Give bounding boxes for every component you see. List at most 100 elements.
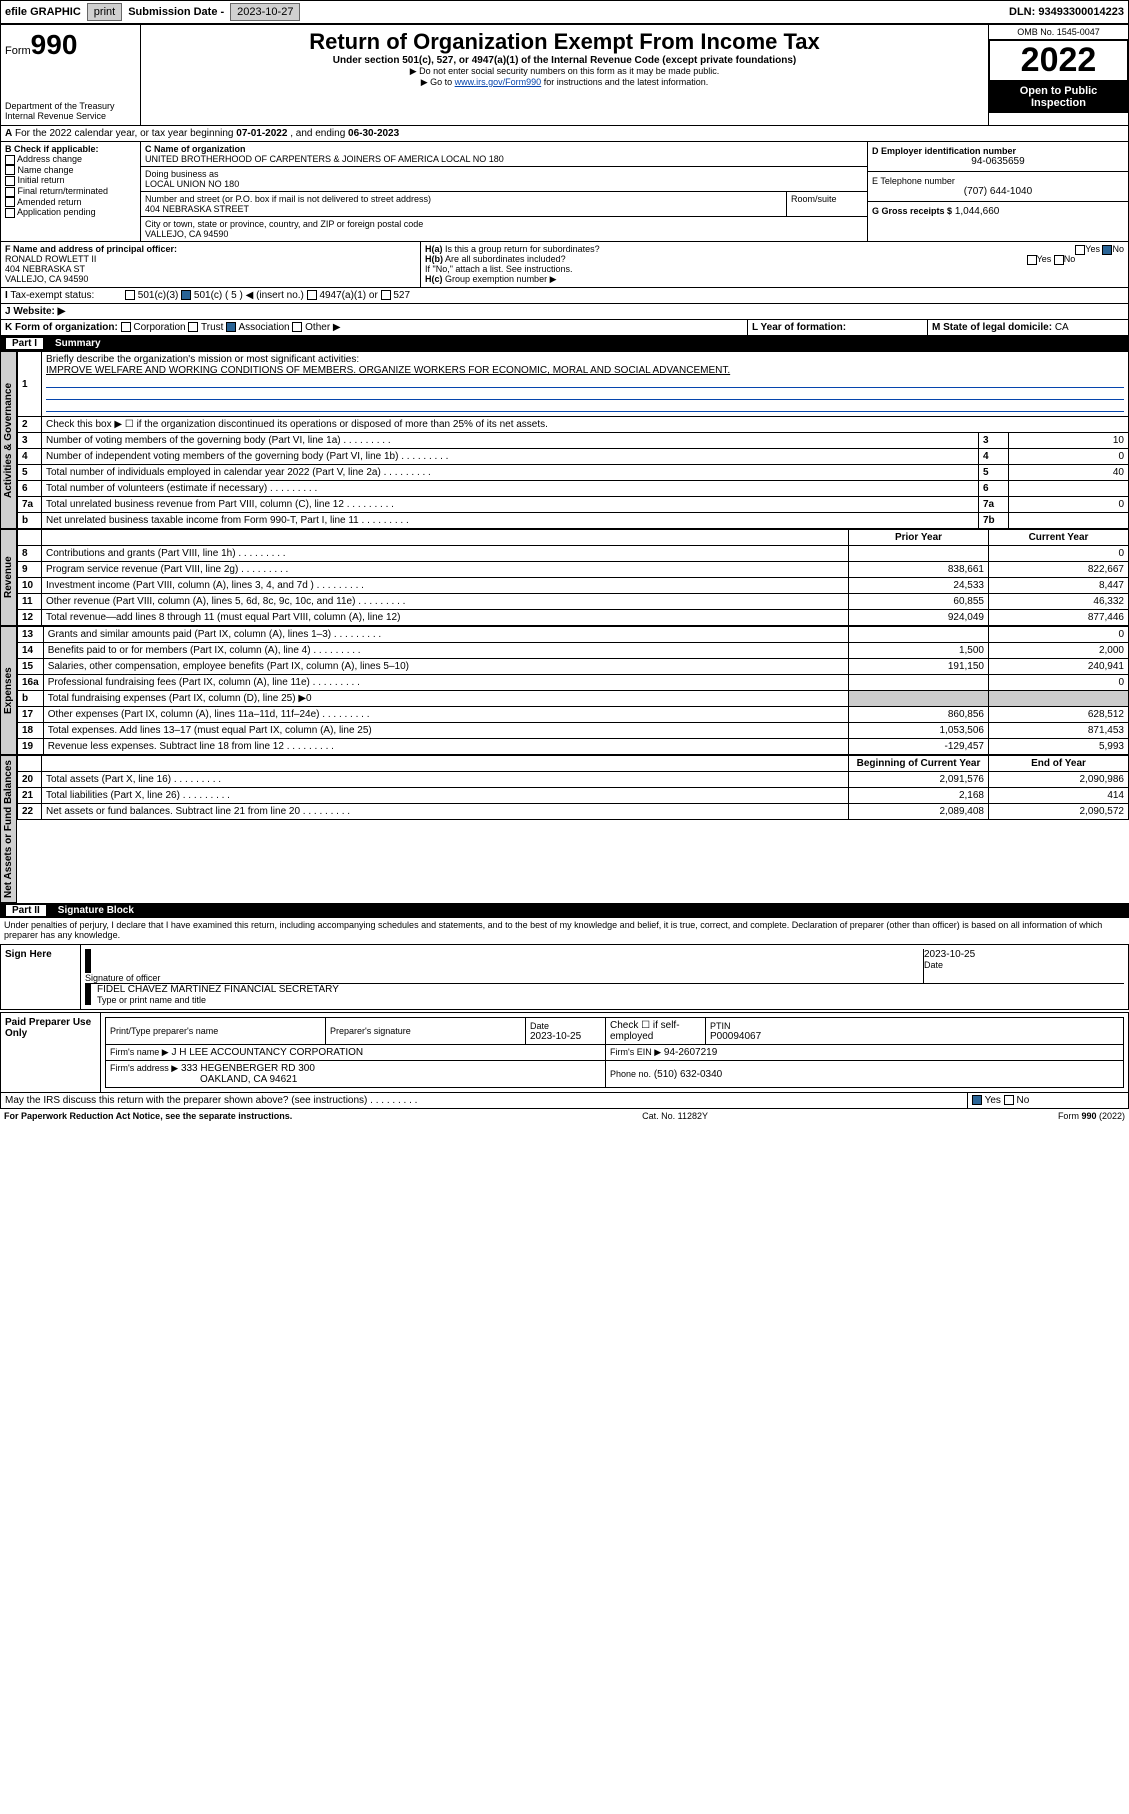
v3: 10 xyxy=(1009,433,1129,449)
l15: Salaries, other compensation, employee b… xyxy=(43,659,848,675)
f-label: F Name and address of principal officer: xyxy=(5,244,416,254)
sign-here-label: Sign Here xyxy=(1,945,81,1009)
l21: Total liabilities (Part X, line 26) xyxy=(42,788,849,804)
hc-label: Group exemption number ▶ xyxy=(445,274,556,284)
e-label: E Telephone number xyxy=(872,176,1124,186)
l4: Number of independent voting members of … xyxy=(42,449,979,465)
line-j: J Website: ▶ xyxy=(0,304,1129,320)
firm-addr1: 333 HEGENBERGER RD 300 xyxy=(181,1063,315,1074)
k-assoc[interactable] xyxy=(226,322,236,332)
phone: (707) 644-1040 xyxy=(872,186,1124,197)
officer-addr2: VALLEJO, CA 94590 xyxy=(5,274,416,284)
cat-no: Cat. No. 11282Y xyxy=(292,1111,1058,1121)
k-trust[interactable] xyxy=(188,322,198,332)
discuss-no[interactable] xyxy=(1004,1095,1014,1105)
c18: 871,453 xyxy=(989,723,1129,739)
b20: 2,091,576 xyxy=(849,772,989,788)
print-button[interactable]: print xyxy=(87,3,122,21)
l9: Program service revenue (Part VIII, line… xyxy=(42,562,849,578)
k-corp[interactable] xyxy=(121,322,131,332)
check-name-change[interactable] xyxy=(5,165,15,175)
tax-year: 2022 xyxy=(989,40,1128,81)
firm-phone: (510) 632-0340 xyxy=(654,1069,722,1080)
ha-yes[interactable] xyxy=(1075,245,1085,255)
entity-block: B Check if applicable: Address change Na… xyxy=(0,142,1129,242)
k-other[interactable] xyxy=(292,322,302,332)
ptin: P00094067 xyxy=(710,1031,1119,1042)
l18: Total expenses. Add lines 13–17 (must eq… xyxy=(43,723,848,739)
l19: Revenue less expenses. Subtract line 18 … xyxy=(43,739,848,755)
open-to-public: Open to Public Inspection xyxy=(989,81,1128,113)
i-527[interactable] xyxy=(381,290,391,300)
c17: 628,512 xyxy=(989,707,1129,723)
paid-preparer-block: Paid Preparer Use Only Print/Type prepar… xyxy=(0,1012,1129,1093)
col-current: Current Year xyxy=(989,530,1129,546)
k-label: K Form of organization: xyxy=(5,322,118,333)
discuss-label: May the IRS discuss this return with the… xyxy=(1,1093,968,1108)
check-address-change[interactable] xyxy=(5,155,15,165)
p16a xyxy=(849,675,989,691)
check-initial-return[interactable] xyxy=(5,176,15,186)
c-name-label: C Name of organization xyxy=(145,144,863,154)
p14: 1,500 xyxy=(849,643,989,659)
hb-yes[interactable] xyxy=(1027,255,1037,265)
m-val: CA xyxy=(1055,322,1069,333)
h-note: If "No," attach a list. See instructions… xyxy=(425,264,1124,274)
check-final-return[interactable] xyxy=(5,187,15,197)
line-i: I Tax-exempt status: 501(c)(3) 501(c) ( … xyxy=(0,288,1129,304)
vtab-revenue: Revenue xyxy=(0,529,17,626)
v5: 40 xyxy=(1009,465,1129,481)
b-label: B Check if applicable: xyxy=(5,144,136,154)
i-4947[interactable] xyxy=(307,290,317,300)
pt-name-label: Print/Type preparer's name xyxy=(110,1026,321,1036)
v6 xyxy=(1009,481,1129,497)
street: 404 NEBRASKA STREET xyxy=(145,204,782,214)
c11: 46,332 xyxy=(989,594,1129,610)
form-title: Return of Organization Exempt From Incom… xyxy=(145,29,984,55)
b-address-change: Address change xyxy=(17,154,82,164)
room-label: Room/suite xyxy=(787,192,867,216)
p17: 860,856 xyxy=(849,707,989,723)
ptin-label: PTIN xyxy=(710,1021,1119,1031)
p19: -129,457 xyxy=(849,739,989,755)
city-label: City or town, state or province, country… xyxy=(145,219,863,229)
ty-end: 06-30-2023 xyxy=(348,128,399,139)
discuss-row: May the IRS discuss this return with the… xyxy=(0,1093,1129,1109)
header-sub3b: for instructions and the latest informat… xyxy=(541,77,708,87)
part1-label: Part I xyxy=(6,338,43,349)
v4: 0 xyxy=(1009,449,1129,465)
hb-no[interactable] xyxy=(1054,255,1064,265)
f-h-block: F Name and address of principal officer:… xyxy=(0,242,1129,288)
i-501c3[interactable] xyxy=(125,290,135,300)
discuss-yes[interactable] xyxy=(972,1095,982,1105)
check-amended[interactable] xyxy=(5,197,15,207)
b22: 2,089,408 xyxy=(849,804,989,820)
l7a: Total unrelated business revenue from Pa… xyxy=(42,497,979,513)
b-amended: Amended return xyxy=(17,197,82,207)
firm-name-label: Firm's name ▶ xyxy=(110,1047,169,1057)
c12: 877,446 xyxy=(989,610,1129,626)
c15: 240,941 xyxy=(989,659,1129,675)
c10: 8,447 xyxy=(989,578,1129,594)
e22: 2,090,572 xyxy=(989,804,1129,820)
part2-label: Part II xyxy=(6,905,46,916)
netassets-table: Beginning of Current YearEnd of Year 20T… xyxy=(17,755,1129,820)
i-501c[interactable] xyxy=(181,290,191,300)
submission-label: Submission Date - xyxy=(128,6,224,18)
p12: 924,049 xyxy=(849,610,989,626)
form990-link[interactable]: www.irs.gov/Form990 xyxy=(455,77,542,87)
l1-text: IMPROVE WELFARE AND WORKING CONDITIONS O… xyxy=(46,365,730,376)
i-label: Tax-exempt status: xyxy=(10,290,94,301)
c8: 0 xyxy=(989,546,1129,562)
l17: Other expenses (Part IX, column (A), lin… xyxy=(43,707,848,723)
p15: 191,150 xyxy=(849,659,989,675)
dept-treasury: Department of the Treasury xyxy=(5,101,136,111)
dba-label: Doing business as xyxy=(145,169,863,179)
ha-no[interactable] xyxy=(1102,245,1112,255)
p10: 24,533 xyxy=(849,578,989,594)
g-label: G Gross receipts $ xyxy=(872,206,952,216)
header-sub2: ▶ Do not enter social security numbers o… xyxy=(145,66,984,77)
check-app-pending[interactable] xyxy=(5,208,15,218)
ty-begin: 07-01-2022 xyxy=(236,128,287,139)
c14: 2,000 xyxy=(989,643,1129,659)
